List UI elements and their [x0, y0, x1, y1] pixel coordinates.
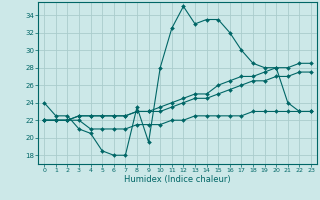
X-axis label: Humidex (Indice chaleur): Humidex (Indice chaleur)	[124, 175, 231, 184]
